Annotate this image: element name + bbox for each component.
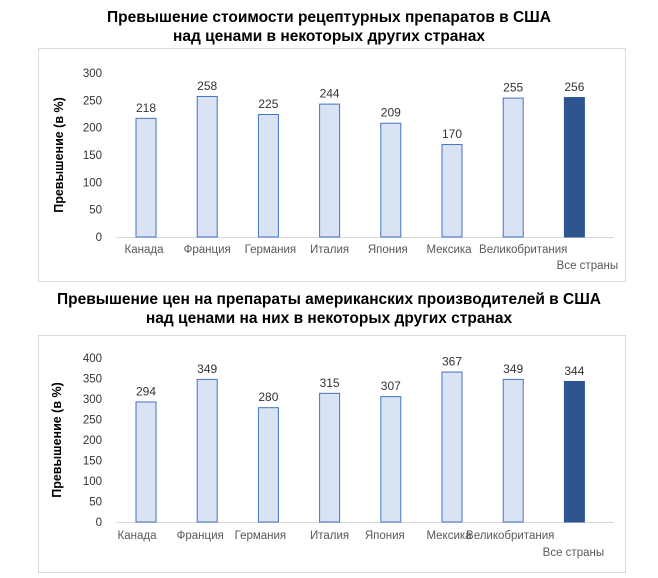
chart-1-value-label-4: 209: [381, 106, 401, 120]
chart-1-category-label-5: Мексика: [426, 244, 472, 256]
chart-2-category-label-0: Канада: [118, 530, 158, 542]
chart-1-y-tick-1: 50: [89, 205, 102, 217]
chart-2-value-label-4: 307: [381, 379, 401, 393]
chart-1-value-label-3: 244: [320, 87, 340, 101]
chart-2-y-tick-4: 200: [83, 435, 102, 447]
chart-1-y-axis-label: Превышение (в %): [52, 97, 66, 213]
chart-2-bar-3: [319, 392, 341, 523]
chart-1-y-tick-5: 250: [83, 95, 102, 107]
chart-2-y-tick-8: 400: [83, 353, 102, 365]
chart-1-bar-5: [441, 144, 463, 238]
chart-1-bar-6: [502, 97, 524, 238]
chart-2-y-axis-label: Превышение (в %): [50, 382, 64, 498]
chart-2-bar-2: [257, 407, 279, 523]
chart-1-title-line-1: Превышение стоимости рецептурных препара…: [107, 9, 551, 26]
chart-1-bar-4: [380, 122, 402, 238]
chart-2-category-label-7: Все страны: [543, 547, 604, 559]
chart-2-value-label-5: 367: [442, 355, 462, 369]
chart-2-panel: Превышение (в %) 0 50 100 150 200 250 300 350 400…: [38, 335, 626, 573]
chart-1-category-label-4: Япония: [368, 244, 408, 256]
chart-2-value-label-7: 344: [564, 364, 584, 378]
chart-2-title-line-2: над ценами на них в некоторых других стр…: [145, 310, 513, 327]
chart-1-plot: Превышение (в %) 0 50 100 150 200 250 300 218 258…: [52, 68, 618, 272]
chart-1-y-tick-3: 150: [83, 150, 102, 162]
chart-2-bar-4: [380, 396, 402, 523]
chart-1-category-label-7: Все страны: [557, 260, 618, 272]
chart-1-value-label-6: 255: [503, 81, 523, 95]
chart-2-value-label-0: 294: [136, 384, 156, 398]
chart-1-y-tick-0: 0: [96, 232, 102, 244]
chart-1-y-tick-6: 300: [83, 68, 102, 80]
chart-1-bar-0: [135, 117, 157, 238]
chart-2-value-label-3: 315: [320, 376, 340, 390]
chart-1-panel: Превышение (в %) 0 50 100 150 200 250 300 218 258…: [38, 48, 626, 282]
chart-1-category-label-3: Италия: [310, 244, 349, 256]
chart-1-y-tick-4: 200: [83, 123, 102, 135]
chart-1-bar-2: [257, 114, 279, 238]
chart-1-value-label-5: 170: [442, 127, 462, 141]
chart-1-bar-7: [563, 97, 585, 238]
chart-1-value-label-0: 218: [136, 101, 156, 115]
chart-1-title: Превышение стоимости рецептурных препара…: [0, 8, 658, 46]
chart-2-y-tick-5: 250: [83, 415, 102, 427]
chart-2-value-label-6: 349: [503, 362, 523, 376]
chart-2-y-tick-7: 350: [83, 374, 102, 386]
chart-1-bar-3: [319, 103, 341, 238]
chart-2-title-line-1: Превышение цен на препараты американских…: [57, 291, 601, 308]
chart-1-title-line-2: над ценами в некоторых других странах: [172, 28, 486, 45]
chart-1-category-label-1: Франция: [184, 244, 231, 256]
chart-2-y-tick-2: 100: [83, 476, 102, 488]
chart-1-category-label-0: Канада: [125, 244, 165, 256]
chart-2-title: Превышение цен на препараты американских…: [0, 290, 658, 328]
chart-2-category-label-1: Франция: [177, 530, 224, 542]
chart-2-bar-0: [135, 401, 157, 523]
chart-1-category-label-6: Великобритания: [479, 244, 567, 256]
chart-2-bar-5: [441, 371, 463, 523]
chart-2-category-label-2: Германия: [235, 530, 287, 542]
chart-2-y-tick-1: 50: [89, 497, 102, 509]
chart-2-category-label-6: Великобритания: [466, 530, 554, 542]
chart-2-value-label-2: 280: [258, 390, 278, 404]
chart-2-category-label-5: Мексика: [426, 530, 472, 542]
chart-2-bar-7: [563, 380, 585, 523]
chart-1-value-label-7: 256: [564, 80, 584, 94]
chart-1-value-label-2: 225: [258, 97, 278, 111]
chart-1-y-tick-2: 100: [83, 177, 102, 189]
chart-2-category-label-3: Италия: [310, 530, 349, 542]
chart-2-bar-6: [502, 378, 524, 523]
chart-2-plot: Превышение (в %) 0 50 100 150 200 250 300 350 400…: [50, 353, 614, 559]
chart-2-y-tick-3: 150: [83, 456, 102, 468]
chart-2-y-tick-0: 0: [96, 517, 102, 529]
chart-1-value-label-1: 258: [197, 79, 217, 93]
chart-2-value-label-1: 349: [197, 362, 217, 376]
chart-1-category-label-2: Германия: [245, 244, 297, 256]
chart-2-category-label-4: Япония: [365, 530, 405, 542]
chart-2-y-tick-6: 300: [83, 394, 102, 406]
chart-1-bar-1: [196, 95, 218, 238]
chart-2-bar-1: [196, 378, 218, 523]
